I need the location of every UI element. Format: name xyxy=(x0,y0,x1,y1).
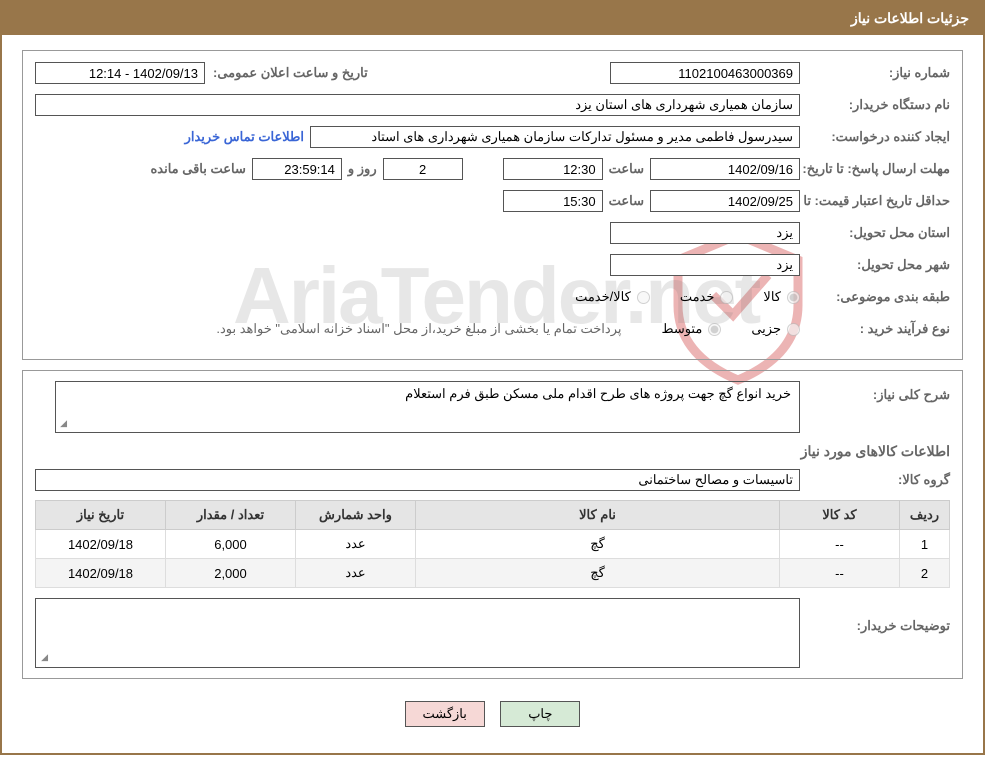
desc-box: خرید انواع گچ جهت پروژه های طرح اقدام مل… xyxy=(55,381,800,433)
row-group: گروه کالا: تاسیسات و مصالح ساختمانی xyxy=(35,468,950,492)
th-code: کد کالا xyxy=(780,501,900,530)
topic-goods-label: کالا xyxy=(763,289,781,305)
countdown-field: 23:59:14 xyxy=(252,158,342,180)
print-button[interactable]: چاپ xyxy=(500,701,580,727)
cell-unit: عدد xyxy=(296,559,416,588)
cell-qty: 2,000 xyxy=(166,559,296,588)
need-no-label: شماره نیاز: xyxy=(800,65,950,81)
deadline-label: مهلت ارسال پاسخ: تا تاریخ: xyxy=(800,161,950,178)
process-small-radio[interactable] xyxy=(787,323,800,336)
footer-buttons: چاپ بازگشت xyxy=(22,689,963,743)
announce-field: 12:14 - 1402/09/13 xyxy=(35,62,205,84)
cell-name: گچ xyxy=(416,559,780,588)
topic-both-radio[interactable] xyxy=(637,291,650,304)
cell-name: گچ xyxy=(416,530,780,559)
back-button[interactable]: بازگشت xyxy=(405,701,485,727)
process-medium-option[interactable]: متوسط xyxy=(661,321,721,337)
topic-service-option[interactable]: خدمت xyxy=(680,289,734,305)
topic-both-label: کالا/خدمت xyxy=(575,289,631,305)
topic-goods-radio[interactable] xyxy=(787,291,800,304)
validity-time-field: 15:30 xyxy=(503,190,603,212)
topic-label: طبقه بندی موضوعی: xyxy=(800,289,950,305)
group-field: تاسیسات و مصالح ساختمانی xyxy=(35,469,800,491)
city-field: یزد xyxy=(610,254,800,276)
buyer-org-field: سازمان همیاری شهرداری های استان یزد xyxy=(35,94,800,116)
resize-handle-icon[interactable]: ◢ xyxy=(57,421,67,431)
deadline-time-field: 12:30 xyxy=(503,158,603,180)
row-process: نوع فرآیند خرید : جزیی متوسط پرداخت تمام… xyxy=(35,317,950,341)
days-word: روز و xyxy=(348,161,377,177)
row-need-no: شماره نیاز: 1102100463000369 تاریخ و ساع… xyxy=(35,61,950,85)
th-date: تاریخ نیاز xyxy=(36,501,166,530)
th-idx: ردیف xyxy=(900,501,950,530)
items-header: اطلاعات کالاهای مورد نیاز xyxy=(35,443,950,460)
cell-idx: 2 xyxy=(900,559,950,588)
process-medium-label: متوسط xyxy=(661,321,702,337)
group-label: گروه کالا: xyxy=(800,472,950,488)
process-radio-group: جزیی متوسط xyxy=(637,321,800,337)
announce-label: تاریخ و ساعت اعلان عمومی: xyxy=(213,65,368,81)
cell-qty: 6,000 xyxy=(166,530,296,559)
topic-radio-group: کالا خدمت کالا/خدمت xyxy=(551,289,800,305)
row-province: استان محل تحویل: یزد xyxy=(35,221,950,245)
cell-date: 1402/09/18 xyxy=(36,530,166,559)
time-word-2: ساعت xyxy=(609,193,644,209)
row-requester: ایجاد کننده درخواست: سیدرسول فاطمی مدیر … xyxy=(35,125,950,149)
th-qty: تعداد / مقدار xyxy=(166,501,296,530)
table-row: 1 -- گچ عدد 6,000 1402/09/18 xyxy=(36,530,950,559)
province-field: یزد xyxy=(610,222,800,244)
topic-both-option[interactable]: کالا/خدمت xyxy=(575,289,650,305)
validity-date-field: 1402/09/25 xyxy=(650,190,800,212)
requester-field: سیدرسول فاطمی مدیر و مسئول تدارکات سازما… xyxy=(310,126,800,148)
row-desc: شرح کلی نیاز: خرید انواع گچ جهت پروژه ها… xyxy=(35,381,950,433)
th-unit: واحد شمارش xyxy=(296,501,416,530)
items-thead: ردیف کد کالا نام کالا واحد شمارش تعداد /… xyxy=(36,501,950,530)
time-word-1: ساعت xyxy=(609,161,644,177)
page-title: جزئیات اطلاعات نیاز xyxy=(851,10,969,26)
remaining-word: ساعت باقی مانده xyxy=(150,161,245,177)
days-remaining-field: 2 xyxy=(383,158,463,180)
th-name: نام کالا xyxy=(416,501,780,530)
requester-label: ایجاد کننده درخواست: xyxy=(800,129,950,145)
city-label: شهر محل تحویل: xyxy=(800,257,950,273)
page-header: جزئیات اطلاعات نیاز xyxy=(2,2,983,35)
table-row: 2 -- گچ عدد 2,000 1402/09/18 xyxy=(36,559,950,588)
topic-service-label: خدمت xyxy=(680,289,715,305)
process-small-option[interactable]: جزیی xyxy=(751,321,800,337)
desc-text: خرید انواع گچ جهت پروژه های طرح اقدام مل… xyxy=(405,386,791,401)
items-table: ردیف کد کالا نام کالا واحد شمارش تعداد /… xyxy=(35,500,950,588)
process-small-label: جزیی xyxy=(751,321,781,337)
cell-code: -- xyxy=(780,530,900,559)
process-note: پرداخت تمام یا بخشی از مبلغ خرید،از محل … xyxy=(216,321,621,337)
resize-handle-icon[interactable]: ◢ xyxy=(38,655,48,665)
mid-section: شرح کلی نیاز: خرید انواع گچ جهت پروژه ها… xyxy=(22,370,963,679)
buyer-contact-link[interactable]: اطلاعات تماس خریدار xyxy=(185,129,304,145)
main-container: جزئیات اطلاعات نیاز AriaTender.net شماره… xyxy=(0,0,985,755)
province-label: استان محل تحویل: xyxy=(800,225,950,241)
validity-label: حداقل تاریخ اعتبار قیمت: تا تاریخ: xyxy=(800,193,950,210)
cell-date: 1402/09/18 xyxy=(36,559,166,588)
cell-unit: عدد xyxy=(296,530,416,559)
buyer-org-label: نام دستگاه خریدار: xyxy=(800,97,950,113)
row-buyer-org: نام دستگاه خریدار: سازمان همیاری شهرداری… xyxy=(35,93,950,117)
buyer-notes-label: توضیحات خریدار: xyxy=(800,598,950,668)
items-tbody: 1 -- گچ عدد 6,000 1402/09/18 2 -- گچ عدد… xyxy=(36,530,950,588)
topic-goods-option[interactable]: کالا xyxy=(763,289,800,305)
process-medium-radio[interactable] xyxy=(708,323,721,336)
row-deadline: مهلت ارسال پاسخ: تا تاریخ: 1402/09/16 سا… xyxy=(35,157,950,181)
process-label: نوع فرآیند خرید : xyxy=(800,321,950,337)
row-buyer-notes: توضیحات خریدار: ◢ xyxy=(35,598,950,668)
topic-service-radio[interactable] xyxy=(720,291,733,304)
row-city: شهر محل تحویل: یزد xyxy=(35,253,950,277)
deadline-date-field: 1402/09/16 xyxy=(650,158,800,180)
content-area: AriaTender.net شماره نیاز: 1102100463000… xyxy=(2,35,983,753)
top-section: شماره نیاز: 1102100463000369 تاریخ و ساع… xyxy=(22,50,963,360)
row-validity: حداقل تاریخ اعتبار قیمت: تا تاریخ: 1402/… xyxy=(35,189,950,213)
desc-label: شرح کلی نیاز: xyxy=(800,381,950,403)
need-no-field: 1102100463000369 xyxy=(610,62,800,84)
cell-idx: 1 xyxy=(900,530,950,559)
buyer-notes-box: ◢ xyxy=(35,598,800,668)
cell-code: -- xyxy=(780,559,900,588)
row-topic: طبقه بندی موضوعی: کالا خدمت کالا/خدمت xyxy=(35,285,950,309)
